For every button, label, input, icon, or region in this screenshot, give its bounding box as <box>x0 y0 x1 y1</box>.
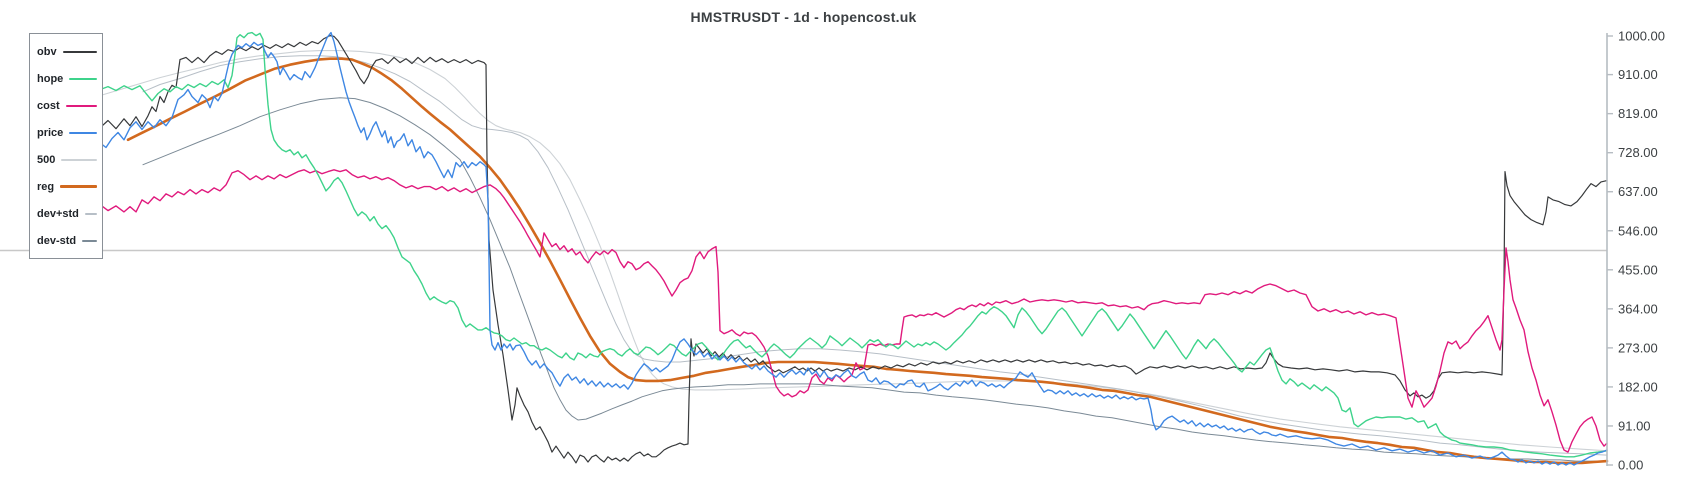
legend-color-swatch <box>61 158 97 161</box>
series-line-price <box>99 31 1608 466</box>
chart-title: HMSTRUSDT - 1d - hopencost.uk <box>690 9 917 25</box>
legend-item-dev+std: dev+std <box>37 202 97 226</box>
legend-item-price: price <box>37 121 97 145</box>
y-axis-tick-label: 637.00 <box>1618 184 1658 199</box>
legend-color-swatch <box>62 50 97 53</box>
legend-item-hope: hope <box>37 67 97 91</box>
y-axis-tick-label: 546.00 <box>1618 223 1658 238</box>
y-axis-tick-label: 273.00 <box>1618 340 1658 355</box>
legend-item-dev-std: dev-std <box>37 229 97 253</box>
legend-item-label: reg <box>37 180 55 193</box>
y-axis-tick-label: 182.00 <box>1618 379 1658 394</box>
y-axis-tick-label: 364.00 <box>1618 301 1658 316</box>
legend-item-500: 500 <box>37 148 97 172</box>
legend-color-swatch <box>69 131 97 134</box>
y-axis-tick-label: 455.00 <box>1618 262 1658 277</box>
legend-item-label: dev+std <box>37 207 79 220</box>
legend-item-obv: obv <box>37 40 97 64</box>
legend-color-swatch <box>60 185 97 188</box>
y-axis-tick-label: 819.00 <box>1618 106 1658 121</box>
legend-box: obv hope cost price 500 reg dev+std dev-std <box>29 33 103 259</box>
legend-item-label: 500 <box>37 153 56 166</box>
series-line-reg <box>126 57 1609 465</box>
y-axis-tick-label: 0.00 <box>1618 458 1643 473</box>
series-line-obv <box>99 34 1608 464</box>
legend-color-swatch <box>84 212 97 215</box>
series-line-dev-std <box>142 97 1608 462</box>
legend-item-reg: reg <box>37 175 97 199</box>
series-line-dev+std <box>142 55 1608 456</box>
legend-item-cost: cost <box>37 94 97 118</box>
legend-item-label: obv <box>37 45 57 58</box>
legend-item-label: hope <box>37 72 64 85</box>
legend-item-label: cost <box>37 99 60 112</box>
legend-color-swatch <box>69 77 97 80</box>
legend-item-label: dev-std <box>37 234 77 247</box>
y-axis-tick-label: 91.00 <box>1618 418 1651 433</box>
y-axis-tick-label: 1000.00 <box>1618 29 1665 44</box>
series-line-hope <box>99 31 1608 458</box>
series-line-cost <box>99 169 1608 453</box>
legend-color-swatch <box>65 104 97 107</box>
series-line-500 <box>99 50 1608 452</box>
y-axis-tick-label: 728.00 <box>1618 145 1658 160</box>
legend-item-label: price <box>37 126 64 139</box>
y-axis-tick-label: 910.00 <box>1618 67 1658 82</box>
legend-color-swatch <box>82 239 97 242</box>
